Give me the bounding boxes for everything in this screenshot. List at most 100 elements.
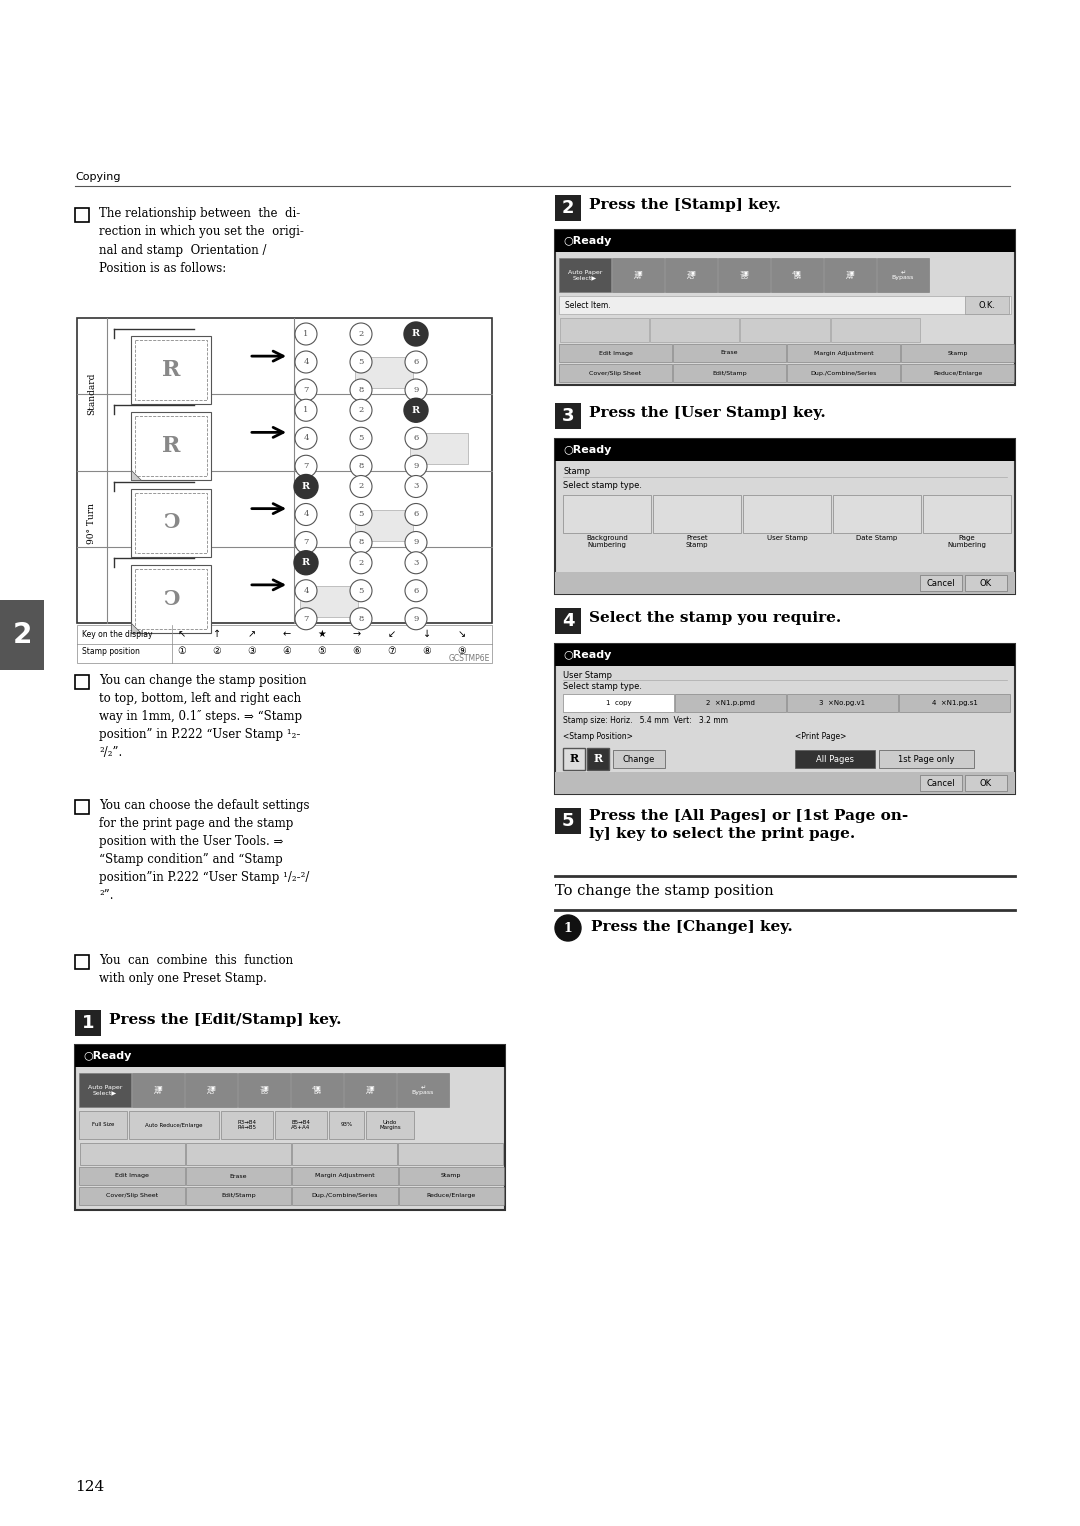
Bar bbox=[221, 1111, 273, 1138]
Polygon shape bbox=[131, 623, 141, 633]
Text: Select stamp type.: Select stamp type. bbox=[563, 682, 642, 691]
Bar bbox=[79, 1167, 185, 1186]
Bar bbox=[555, 644, 1015, 665]
Bar bbox=[923, 494, 1011, 533]
Text: R: R bbox=[162, 359, 180, 382]
Text: You can choose the default settings
for the print page and the stamp
position wi: You can choose the default settings for … bbox=[99, 800, 310, 902]
Text: O.K.: O.K. bbox=[978, 301, 996, 310]
Bar bbox=[185, 1073, 237, 1106]
Bar bbox=[79, 1073, 131, 1106]
Circle shape bbox=[350, 552, 372, 574]
Bar bbox=[399, 1187, 504, 1206]
Text: 7: 7 bbox=[303, 615, 309, 623]
Circle shape bbox=[350, 504, 372, 525]
Text: 90° Turn: 90° Turn bbox=[87, 504, 96, 545]
Text: R3→B4
R4→B5: R3→B4 R4→B5 bbox=[238, 1120, 257, 1131]
Text: 8: 8 bbox=[359, 462, 364, 470]
Text: 1: 1 bbox=[303, 559, 309, 566]
Bar bbox=[673, 343, 786, 362]
Bar bbox=[555, 572, 1015, 594]
Text: Press the [Change] key.: Press the [Change] key. bbox=[591, 920, 793, 934]
Bar bbox=[135, 569, 207, 629]
Text: ↓: ↓ bbox=[423, 629, 431, 639]
Bar bbox=[275, 1111, 327, 1138]
Text: ★: ★ bbox=[318, 629, 326, 639]
Bar bbox=[77, 317, 492, 623]
Bar bbox=[665, 258, 717, 291]
Circle shape bbox=[295, 476, 318, 497]
Bar bbox=[0, 600, 44, 670]
Text: Stamp: Stamp bbox=[441, 1173, 461, 1178]
Bar bbox=[563, 748, 585, 771]
Bar bbox=[555, 403, 581, 429]
Bar bbox=[831, 317, 920, 342]
Circle shape bbox=[350, 607, 372, 630]
Text: Page
Numbering: Page Numbering bbox=[947, 536, 986, 548]
Text: 1: 1 bbox=[303, 406, 309, 414]
Text: 1: 1 bbox=[303, 482, 309, 490]
Bar bbox=[291, 1073, 343, 1106]
Text: Press the [User Stamp] key.: Press the [User Stamp] key. bbox=[589, 406, 826, 420]
Text: 4: 4 bbox=[303, 511, 309, 519]
Bar bbox=[555, 230, 1015, 252]
Bar bbox=[131, 336, 211, 404]
Text: 1: 1 bbox=[564, 922, 572, 934]
Bar bbox=[79, 1187, 185, 1206]
Bar bbox=[563, 494, 651, 533]
Text: All Pages: All Pages bbox=[816, 754, 854, 763]
Bar bbox=[555, 195, 581, 221]
Bar bbox=[186, 1187, 291, 1206]
Bar bbox=[718, 258, 770, 291]
Text: Margin Adjustment: Margin Adjustment bbox=[315, 1173, 375, 1178]
Text: 3: 3 bbox=[414, 559, 419, 566]
Bar bbox=[329, 1111, 364, 1138]
Text: Full Size: Full Size bbox=[92, 1123, 114, 1128]
Circle shape bbox=[405, 504, 427, 525]
Text: ○Ready: ○Ready bbox=[83, 1051, 132, 1061]
Circle shape bbox=[295, 351, 318, 372]
Circle shape bbox=[405, 455, 427, 478]
Text: R: R bbox=[411, 406, 420, 415]
Text: GCSTMP6E: GCSTMP6E bbox=[448, 655, 490, 662]
Bar bbox=[300, 586, 357, 617]
Bar bbox=[675, 694, 786, 713]
Bar bbox=[966, 296, 1009, 314]
Text: Margin Adjustment: Margin Adjustment bbox=[813, 351, 874, 356]
Circle shape bbox=[295, 324, 318, 345]
Text: 4: 4 bbox=[303, 359, 309, 366]
Text: 2: 2 bbox=[359, 330, 364, 337]
Text: 2: 2 bbox=[359, 406, 364, 414]
Circle shape bbox=[295, 552, 318, 574]
Text: 7: 7 bbox=[303, 462, 309, 470]
Bar bbox=[131, 412, 211, 481]
Text: Stamp: Stamp bbox=[947, 351, 968, 356]
Bar bbox=[292, 1167, 397, 1186]
Text: →: → bbox=[353, 629, 361, 639]
Text: 3: 3 bbox=[414, 330, 419, 337]
Text: 3: 3 bbox=[414, 406, 419, 414]
Text: To change the stamp position: To change the stamp position bbox=[555, 884, 773, 897]
Bar bbox=[771, 258, 823, 291]
Text: OK: OK bbox=[980, 578, 993, 588]
Text: Stamp: Stamp bbox=[563, 467, 590, 476]
Text: 5: 5 bbox=[359, 359, 364, 366]
Bar bbox=[787, 694, 897, 713]
Text: Key on the display: Key on the display bbox=[82, 630, 152, 639]
Text: 6: 6 bbox=[414, 588, 419, 595]
Text: 5: 5 bbox=[359, 435, 364, 443]
Text: 4▣
B4: 4▣ B4 bbox=[792, 270, 802, 281]
Bar bbox=[966, 775, 1007, 790]
Bar bbox=[397, 1073, 449, 1106]
Text: Edit Image: Edit Image bbox=[598, 351, 633, 356]
Text: 5: 5 bbox=[359, 511, 364, 519]
Bar bbox=[901, 343, 1014, 362]
Circle shape bbox=[295, 580, 318, 601]
Text: 3▣
B5: 3▣ B5 bbox=[739, 270, 748, 281]
Text: 1▣
A4: 1▣ A4 bbox=[633, 270, 643, 281]
Circle shape bbox=[555, 916, 581, 942]
Text: Select Item.: Select Item. bbox=[565, 301, 610, 310]
Text: 2▣
A3: 2▣ A3 bbox=[686, 270, 696, 281]
Text: ↘: ↘ bbox=[458, 629, 467, 639]
Text: ⑦: ⑦ bbox=[388, 645, 396, 656]
Text: Undo
Margins: Undo Margins bbox=[379, 1120, 401, 1131]
